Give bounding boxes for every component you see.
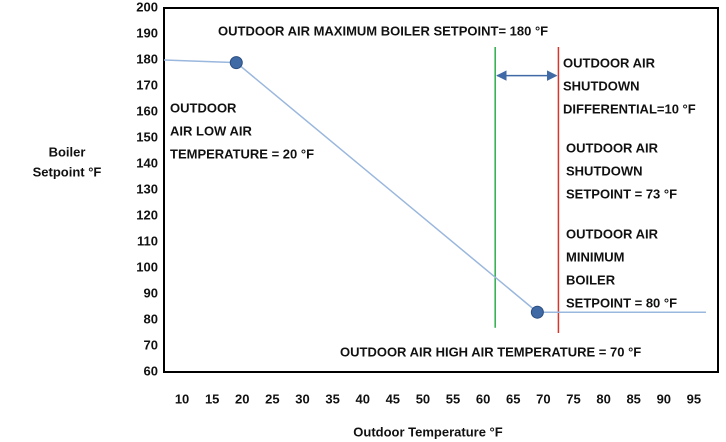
annotation: SHUTDOWN [566,163,643,178]
y-tick-label: 170 [136,77,158,92]
x-tick-label: 30 [295,391,309,406]
y-axis-label: Boiler [49,144,86,159]
annotation: MINIMUM [566,249,625,264]
x-tick-label: 45 [386,391,400,406]
y-tick-label: 70 [144,337,158,352]
annotation: SETPOINT = 73 °F [566,186,677,201]
x-tick-label: 15 [205,391,219,406]
x-tick-label: 50 [416,391,430,406]
y-tick-label: 60 [144,363,158,378]
y-tick-label: 180 [136,51,158,66]
x-tick-label: 35 [325,391,339,406]
y-tick-label: 110 [137,233,158,248]
y-tick-label: 140 [136,155,158,170]
annotation: OUTDOOR AIR MAXIMUM BOILER SETPOINT= 180… [218,23,548,38]
annotation: OUTDOOR AIR [563,55,656,70]
y-tick-label: 150 [136,129,158,144]
y-tick-label: 190 [136,25,158,40]
x-tick-label: 10 [175,391,189,406]
x-axis-label: Outdoor Temperature °F [353,424,502,439]
y-tick-label: 130 [136,181,158,196]
annotation: SETPOINT = 80 °F [566,295,677,310]
annotation: DIFFERENTIAL=10 °F [563,101,696,116]
data-point [229,56,243,70]
annotation: OUTDOOR AIR [566,140,659,155]
x-tick-label: 55 [446,391,460,406]
x-tick-label: 20 [235,391,249,406]
annotation: AIR LOW AIR [170,123,252,138]
x-tick-label: 70 [536,391,550,406]
y-tick-label: 120 [136,207,158,222]
annotation: OUTDOOR [170,100,237,115]
plot-frame [163,7,719,373]
x-tick-label: 90 [657,391,671,406]
annotation: OUTDOOR AIR HIGH AIR TEMPERATURE = 70 °F [340,344,641,359]
annotation: BOILER [566,272,616,287]
x-tick-label: 40 [355,391,369,406]
x-tick-label: 25 [265,391,279,406]
y-tick-label: 200 [136,0,158,14]
x-tick-label: 95 [687,391,701,406]
x-tick-label: 75 [566,391,580,406]
annotation: TEMPERATURE = 20 °F [170,146,314,161]
x-tick-label: 60 [476,391,490,406]
y-tick-label: 100 [136,259,158,274]
x-tick-label: 85 [626,391,640,406]
data-point [530,305,544,319]
x-tick-label: 65 [506,391,520,406]
line [163,59,706,313]
annotation: OUTDOOR AIR [566,226,659,241]
annotation: SHUTDOWN [563,78,640,93]
x-tick-label: 80 [596,391,610,406]
y-tick-label: 80 [144,311,158,326]
y-axis-label: Setpoint °F [33,164,102,179]
y-tick-label: 90 [144,285,158,300]
y-tick-label: 160 [136,103,158,118]
